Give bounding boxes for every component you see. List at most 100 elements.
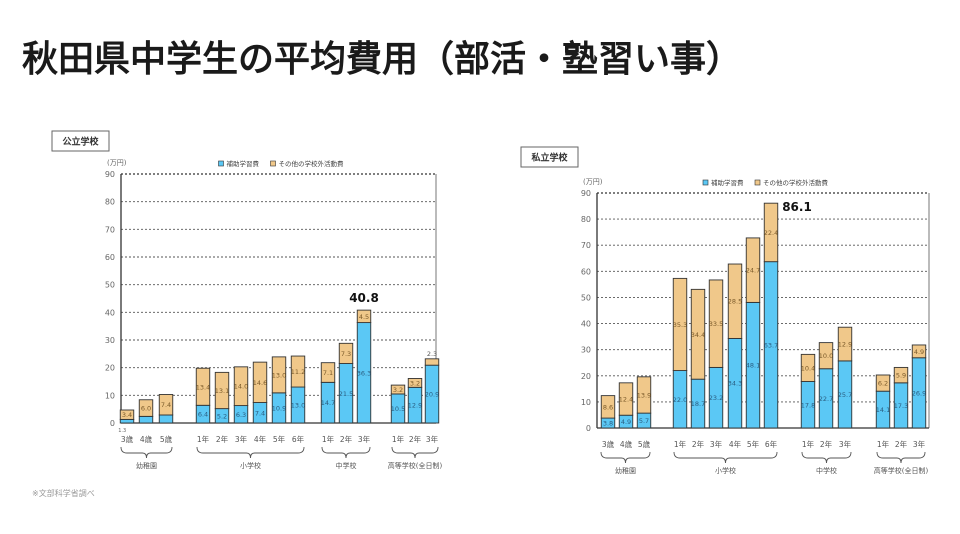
y-tick-label: 0 (586, 424, 591, 433)
group-label: 幼稚園 (615, 466, 636, 475)
bar-other (708, 279, 724, 368)
bar-label-other: 4.5 (359, 313, 369, 321)
group-brace (196, 446, 305, 459)
y-unit-label: (万円) (583, 178, 603, 186)
y-tick-label: 10 (581, 398, 591, 407)
bar-label-other: 35.3 (673, 321, 687, 329)
bar-label-tutoring: 21.5 (339, 390, 353, 398)
y-tick-label: 0 (110, 419, 115, 428)
bar-tutoring (119, 418, 135, 424)
bar-label-tutoring: 23.2 (709, 394, 723, 402)
x-tick-label: 3年 (358, 434, 371, 444)
y-tick-label: 20 (581, 372, 591, 381)
bar-label-other: 10.0 (819, 352, 833, 360)
panel-label-box (520, 146, 579, 168)
y-tick-label: 30 (581, 346, 591, 355)
bar-label-tutoring: 6.4 (198, 411, 208, 419)
bar-label-other: 2.3 (427, 350, 437, 358)
bar-label-other: 12.4 (619, 396, 633, 404)
y-tick-label: 60 (105, 253, 115, 262)
bar-label-other: 7.1 (323, 369, 333, 377)
x-tick-label: 1年 (674, 439, 687, 449)
bar-other (875, 374, 891, 392)
bar-label-other: 3.2 (393, 386, 403, 394)
y-tick-label: 80 (581, 215, 591, 224)
bar-label-tutoring: 18.7 (691, 400, 705, 408)
bar-other (618, 382, 634, 416)
group-brace (673, 451, 778, 464)
group-brace (391, 446, 439, 459)
bar-other (138, 399, 154, 417)
bar-label-tutoring: 63.7 (764, 341, 778, 349)
bar-label-tutoring: 25.7 (838, 391, 852, 399)
x-tick-label: 3年 (913, 439, 926, 449)
legend-swatch-tutoring (702, 179, 709, 186)
x-tick-label: 5年 (273, 434, 286, 444)
y-tick-label: 50 (581, 293, 591, 302)
bar-other (195, 367, 211, 406)
y-tick-label: 70 (105, 225, 115, 234)
x-tick-label: 1年 (877, 439, 890, 449)
y-tick-label: 10 (105, 391, 115, 400)
bar-other (690, 288, 706, 380)
y-unit-label: (万円) (107, 159, 127, 167)
x-tick-label: 4歳 (140, 434, 153, 444)
bar-label-tutoring: 5.2 (217, 412, 227, 420)
bar-other (893, 366, 909, 384)
group-label: 高等学校(全日制) (874, 466, 929, 475)
legend-label-other: その他の学校外活動費 (763, 178, 829, 187)
group-label: 小学校 (240, 461, 261, 470)
bar-label-tutoring: 20.9 (425, 391, 439, 399)
bar-label-other: 28.5 (728, 298, 742, 306)
bar-label-other: 7.4 (161, 401, 171, 409)
bar-other (745, 237, 761, 303)
bar-label-other: 14.6 (253, 379, 267, 387)
bar-label-other: 8.6 (603, 403, 613, 411)
page-title: 秋田県中学生の平均費用（部活・塾習い事） (22, 39, 743, 80)
bar-label-tutoring: 1.3 (118, 428, 126, 434)
bar-other (356, 309, 372, 324)
bar-label-tutoring: 13.0 (291, 402, 305, 410)
bar-label-tutoring: 12.9 (408, 402, 422, 410)
bar-label-other: 24.7 (746, 267, 760, 275)
x-tick-label: 5年 (747, 439, 760, 449)
bar-other (727, 263, 743, 339)
bar-label-other: 3.4 (122, 411, 132, 419)
group-label: 高等学校(全日制) (388, 461, 443, 470)
x-tick-label: 2年 (409, 434, 422, 444)
bar-label-other: 12.9 (838, 341, 852, 349)
bar-label-other: 6.0 (141, 405, 151, 413)
y-tick-label: 40 (581, 320, 591, 329)
bar-label-other: 11.2 (291, 368, 305, 376)
bar-label-other: 13.4 (196, 383, 210, 391)
legend-swatch-other (270, 160, 276, 167)
legend-label-tutoring: 補助学習費 (711, 178, 744, 187)
x-tick-label: 5歳 (160, 434, 173, 444)
chart-public: 公立学校 (万円) 0 10 20 30 40 50 60 70 80 90 補助学習費 その他の学校外活… (51, 130, 443, 470)
y-tick-label: 90 (105, 170, 115, 179)
bar-label-tutoring: 4.9 (621, 418, 631, 426)
x-tick-label: 3年 (235, 434, 248, 444)
bar-tutoring (138, 415, 154, 424)
x-tick-label: 2年 (692, 439, 705, 449)
bar-other (390, 384, 406, 395)
bar-label-other: 13.0 (272, 371, 286, 379)
bar-label-other: 3.2 (410, 379, 420, 387)
group-brace (801, 451, 852, 464)
legend-label-other: その他の学校外活動費 (279, 159, 345, 168)
bar-other (252, 361, 268, 403)
bar-label-tutoring: 10.9 (272, 404, 286, 412)
y-tick-label: 40 (105, 308, 115, 317)
bar-label-other: 10.4 (801, 364, 815, 372)
bar-label-other: 4.9 (914, 348, 924, 356)
bar-label-tutoring: 5.7 (639, 417, 649, 425)
bar-other (600, 395, 616, 419)
bar-other (271, 356, 287, 394)
legend-swatch-other (754, 179, 761, 186)
bar-other (214, 371, 230, 410)
bar-label-tutoring: 6.3 (236, 411, 246, 419)
group-label: 中学校 (336, 461, 357, 470)
y-tick-label: 60 (581, 267, 591, 276)
bar-other (672, 277, 688, 372)
bar-label-tutoring: 36.3 (357, 369, 371, 377)
